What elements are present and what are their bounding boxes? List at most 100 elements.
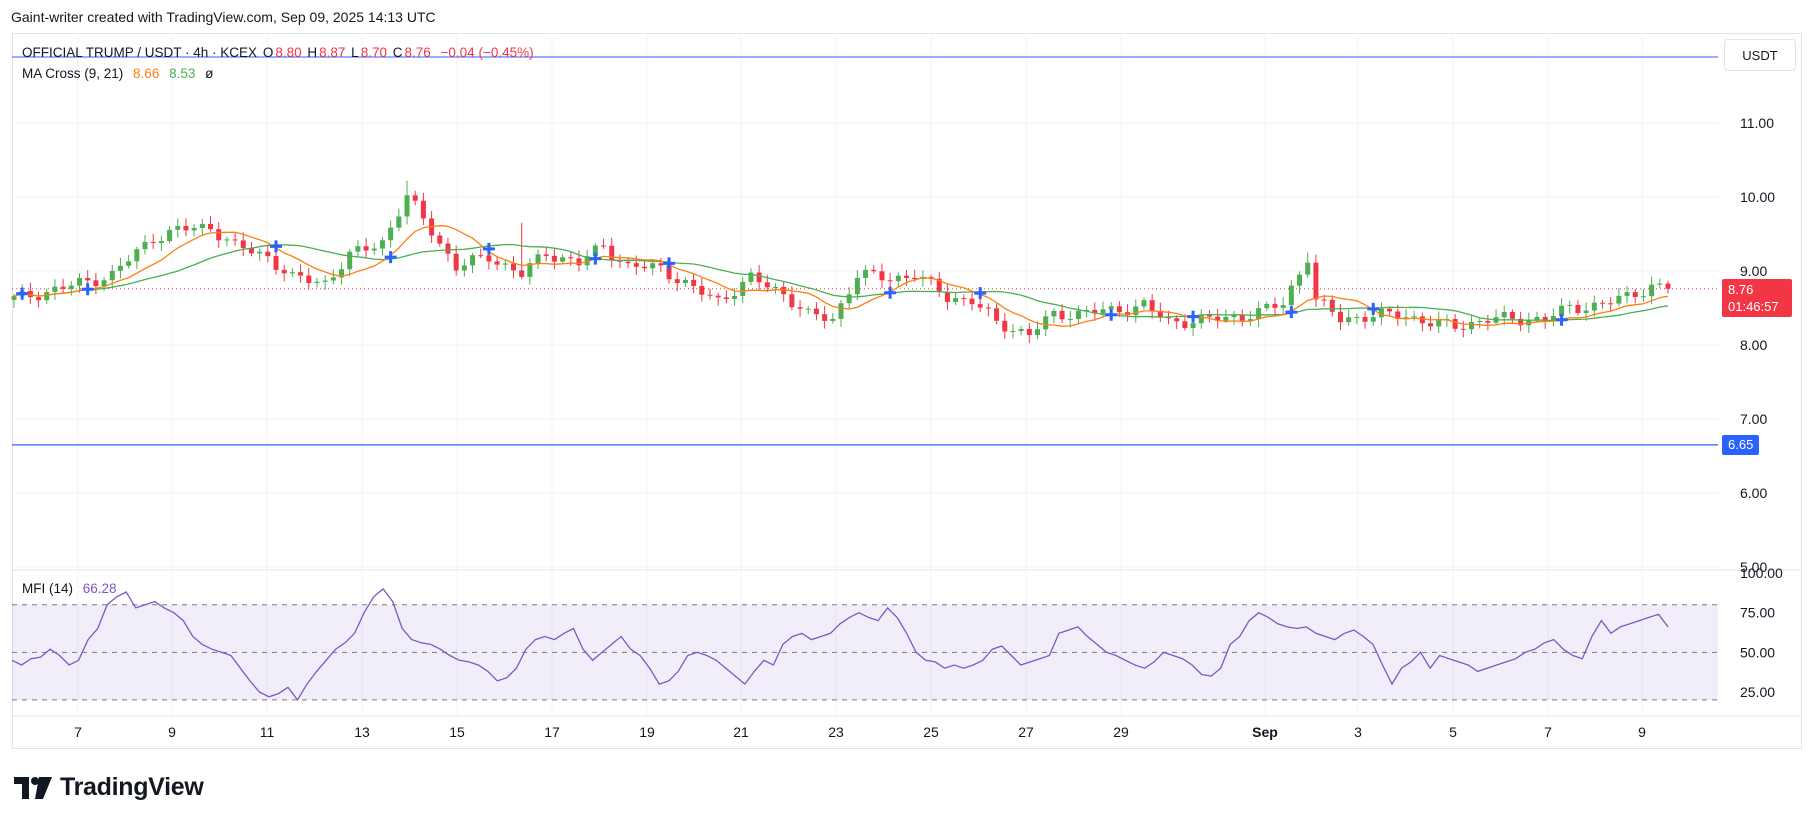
candle-body: [1395, 311, 1401, 320]
chart-attribution: Gaint-writer created with TradingView.co…: [11, 9, 436, 25]
candle-body: [764, 282, 770, 288]
candle-body: [781, 286, 787, 295]
open-label: O: [262, 45, 274, 60]
high-value: 8.87: [319, 45, 346, 60]
candle-body: [699, 286, 705, 295]
candle-body: [314, 281, 320, 284]
candle-body: [27, 290, 33, 298]
candle-body: [1223, 316, 1229, 321]
ma-cross-marker: [663, 257, 676, 270]
candle-body: [1550, 316, 1556, 321]
price-tick-label: 11.00: [1740, 115, 1774, 131]
price-tick-label: 9.00: [1740, 263, 1767, 279]
candle-body: [273, 256, 279, 270]
mfi-value: 66.28: [82, 581, 117, 596]
candle-body: [904, 275, 910, 278]
ma-cross-marker: [1367, 302, 1380, 315]
last-price-value: 8.76: [1728, 282, 1754, 297]
candle-body: [1354, 317, 1360, 319]
candle-body: [1231, 314, 1237, 317]
candle-body: [527, 263, 533, 277]
close-label: C: [392, 45, 403, 60]
candle-body: [437, 235, 443, 244]
candle-body: [1321, 299, 1327, 301]
candle-body: [1174, 318, 1180, 322]
candle-body: [126, 261, 132, 266]
mfi-tick-label: 75.00: [1740, 605, 1775, 621]
price-tick-label: 7.00: [1740, 411, 1767, 427]
candle-body: [404, 195, 410, 217]
candle-body: [298, 272, 304, 276]
mfi-tick-label: 50.00: [1740, 644, 1775, 660]
candle-body: [248, 248, 254, 254]
candle-body: [822, 314, 828, 321]
price-tick-label: 5.00: [1740, 559, 1767, 575]
candle-body: [109, 270, 115, 281]
candle-body: [1239, 314, 1245, 321]
candle-body: [707, 294, 713, 296]
candle-body: [1092, 309, 1098, 314]
candle-body: [1198, 314, 1204, 324]
candle-body: [1329, 299, 1335, 312]
candle-body: [797, 307, 803, 309]
candle-body: [1108, 306, 1114, 310]
candle-body: [871, 269, 877, 272]
candle-body: [1084, 309, 1090, 311]
candle-body: [1460, 328, 1466, 330]
time-tick-label: 27: [1018, 724, 1034, 740]
candle-body: [1247, 319, 1253, 321]
candle-body: [1616, 295, 1622, 304]
candle-body: [789, 294, 795, 308]
candle-body: [1608, 303, 1614, 305]
candle-body: [510, 263, 516, 271]
candle-body: [1583, 310, 1589, 313]
symbol-title: OFFICIAL TRUMP / USDT · 4h · KCEX: [22, 45, 258, 60]
candle-body: [969, 298, 975, 305]
candle-body: [1002, 320, 1008, 332]
ma-cross-marker: [1105, 308, 1118, 321]
candle-body: [1026, 328, 1032, 336]
candle-body: [772, 286, 778, 288]
candle-body: [576, 258, 582, 266]
candle-body: [1264, 303, 1270, 309]
last-price-tag: 8.76 01:46:57: [1722, 279, 1792, 317]
candle-body: [191, 228, 197, 231]
mfi-tick-label: 25.00: [1740, 684, 1775, 700]
candle-body: [77, 277, 83, 286]
candle-body: [1468, 322, 1474, 330]
candle-body: [232, 239, 238, 241]
tradingview-logo[interactable]: TradingView: [14, 773, 204, 802]
candle-body: [1059, 310, 1065, 320]
candle-body: [68, 285, 74, 289]
candle-body: [1297, 274, 1303, 286]
candle-body: [691, 279, 697, 287]
candle-body: [1575, 304, 1581, 313]
mfi-legend[interactable]: MFI (14) 66.28: [22, 581, 119, 596]
candle-body: [674, 279, 680, 284]
time-tick-label: 7: [1544, 724, 1552, 740]
ma-visibility-icon: ø: [205, 66, 214, 81]
candle-body: [1346, 317, 1352, 323]
candle-body: [1411, 316, 1417, 318]
candle-body: [1075, 310, 1081, 320]
mfi-tick-label: 100.00: [1740, 565, 1783, 581]
candle-body: [420, 200, 426, 219]
candle-body: [601, 245, 607, 247]
candle-body: [1419, 316, 1425, 324]
candle-body: [592, 245, 598, 257]
candle-body: [805, 308, 811, 310]
ma-cross-legend[interactable]: MA Cross (9, 21) 8.66 8.53 ø: [22, 66, 215, 81]
time-tick-label: Sep: [1252, 724, 1278, 740]
candle-body: [846, 294, 852, 304]
candle-body: [60, 286, 66, 289]
candle-body: [1665, 283, 1671, 289]
candle-body: [330, 277, 336, 281]
currency-button[interactable]: USDT: [1724, 39, 1796, 71]
candle-body: [85, 277, 91, 281]
ma-cross-marker: [16, 287, 29, 300]
candle-body: [543, 254, 549, 256]
candle-body: [1518, 318, 1524, 326]
candle-body: [756, 272, 762, 283]
candle-body: [1305, 262, 1311, 275]
